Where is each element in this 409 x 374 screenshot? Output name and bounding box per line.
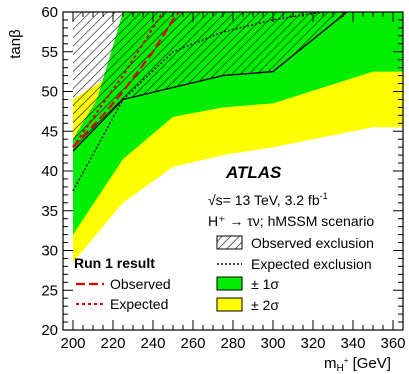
x-axis-title: mH+ [GeV] (324, 355, 391, 374)
legend-observed-exclusion-swatch (216, 235, 243, 250)
observed-exclusion-line (72, 12, 348, 152)
legend-two-sigma-swatch (216, 297, 243, 312)
y-tick-label: 60 (41, 4, 58, 21)
y-tick-label: 35 (41, 203, 58, 220)
run1-observed-label: Observed (110, 276, 171, 292)
y-tick-label: 20 (41, 322, 58, 339)
x-tick-label: 300 (260, 335, 285, 352)
y-tick-label: 50 (41, 84, 58, 101)
y-tick-label: 30 (41, 243, 58, 260)
energy-label: √s= 13 TeV, 3.2 fb-1 (208, 191, 328, 208)
y-tick-label: 55 (41, 44, 58, 61)
x-tick-label: 200 (60, 335, 85, 352)
axis-tick-labels: 200 220 240 260 280 300 320 340 360 20 25 30 35 40 45 5… (41, 4, 405, 352)
legend-expected-exclusion-label: Expected exclusion (251, 256, 372, 272)
legend-one-sigma-swatch (216, 276, 243, 291)
run1-legend-title: Run 1 result (74, 255, 155, 271)
y-axis-title: tanβ (7, 29, 24, 59)
axis-ticks (62, 11, 404, 331)
x-tick-label: 360 (380, 335, 405, 352)
run1-expected-label: Expected (110, 296, 168, 312)
y-tick-label: 45 (41, 123, 58, 140)
y-tick-label: 40 (41, 163, 58, 180)
legend-observed-exclusion-label: Observed exclusion (251, 235, 374, 251)
x-tick-label: 260 (180, 335, 205, 352)
y-tick-label: 25 (41, 282, 58, 299)
expected-exclusion-line (72, 12, 324, 192)
experiment-label: ATLAS (225, 163, 282, 182)
limit-lines-layer (72, 12, 348, 192)
x-tick-label: 220 (100, 335, 125, 352)
process-label: H⁺ → τν; hMSSM scenario (208, 213, 374, 229)
x-tick-label: 320 (300, 335, 325, 352)
x-tick-label: 240 (140, 335, 165, 352)
legend-two-sigma-label: ± 2σ (251, 297, 279, 313)
legend-one-sigma-label: ± 1σ (251, 276, 279, 292)
x-tick-label: 280 (220, 335, 245, 352)
x-tick-label: 340 (340, 335, 365, 352)
run1-observed-line (72, 12, 180, 148)
